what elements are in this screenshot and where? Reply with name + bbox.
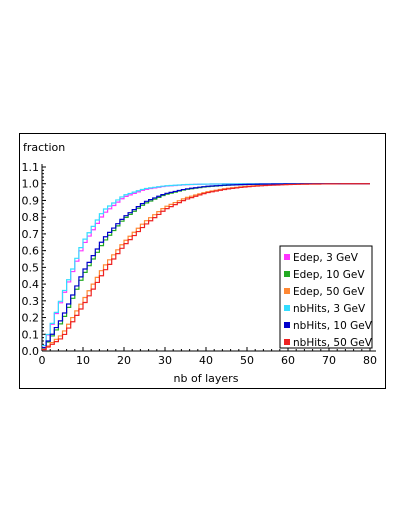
legend-swatch-0: [284, 254, 290, 260]
legend-swatch-3: [284, 305, 290, 311]
legend-swatch-1: [284, 271, 290, 277]
y-axis-label: fraction: [23, 141, 65, 154]
series-layer: [42, 183, 370, 351]
y-tick-label: 0.0: [22, 345, 40, 358]
x-tick-label: 10: [76, 354, 90, 367]
legend-box: [279, 245, 373, 349]
y-tick-label: 0.8: [22, 211, 40, 224]
x-tick-label: 40: [199, 354, 213, 367]
x-tick-label: 0: [39, 354, 46, 367]
y-tick-label: 0.4: [22, 278, 40, 291]
series-4-line: [42, 183, 370, 349]
legend: Edep, 3 GeV Edep, 10 GeV Edep, 50 GeV nbHit…: [279, 245, 373, 349]
axes: 0.0 0.1 0.2 0.3 0.4 0.5 0.6 0.7 0.8 0.9 1.0 1.1 0 10 2…: [22, 161, 378, 367]
x-tick-label: 50: [240, 354, 254, 367]
legend-label-4: nbHits, 10 GeV: [293, 320, 373, 332]
y-tick-label: 0.6: [22, 245, 40, 258]
legend-label-1: Edep, 10 GeV: [293, 269, 365, 281]
y-tick-label: 0.1: [22, 328, 40, 341]
y-tick-label: 0.5: [22, 261, 40, 274]
x-axis-label: nb of layers: [174, 372, 239, 385]
y-tick-label: 0.3: [22, 295, 40, 308]
legend-swatch-4: [284, 322, 290, 328]
series-5-line: [42, 183, 370, 351]
x-tick-label: 60: [281, 354, 295, 367]
y-tick-label: 0.7: [22, 228, 40, 241]
x-tick-label: 70: [322, 354, 336, 367]
y-tick-label: 1.1: [22, 161, 40, 174]
y-tick-label: 1.0: [22, 178, 40, 191]
x-tick-label: 30: [158, 354, 172, 367]
legend-swatch-2: [284, 288, 290, 294]
x-tick-label: 80: [363, 354, 377, 367]
y-tick-label: 0.2: [22, 312, 40, 325]
legend-label-0: Edep, 3 GeV: [293, 252, 359, 264]
legend-label-5: nbHits, 50 GeV: [293, 337, 373, 349]
legend-swatch-5: [284, 339, 290, 345]
legend-label-3: nbHits, 3 GeV: [293, 303, 366, 315]
legend-label-2: Edep, 50 GeV: [293, 286, 365, 298]
y-tick-label: 0.9: [22, 194, 40, 207]
x-tick-label: 20: [117, 354, 131, 367]
